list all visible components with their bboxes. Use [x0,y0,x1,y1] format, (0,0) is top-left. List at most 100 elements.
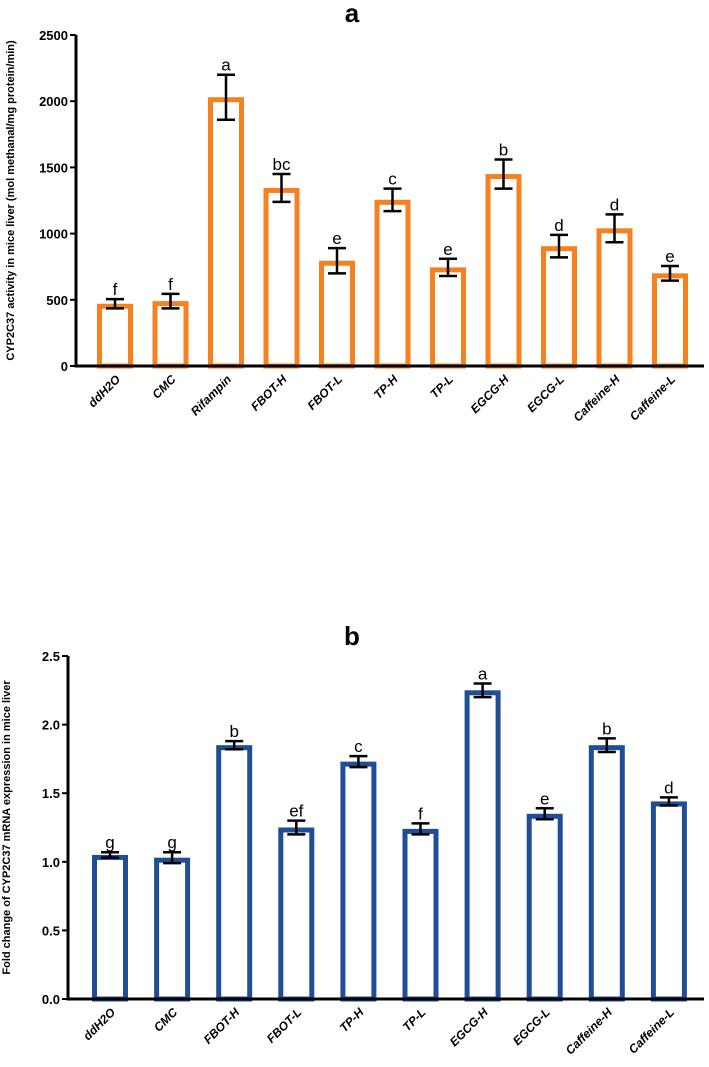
x-tick-label: Caffeine-L [627,372,678,423]
bar [319,260,355,369]
x-tick-label: EGCG-L [510,1005,553,1048]
bar [92,854,128,1002]
significance-letter: d [554,216,563,235]
bar [588,745,625,1002]
bar [208,97,244,369]
error-bar [659,796,678,807]
bar [263,187,300,369]
error-bar [439,257,457,278]
error-bar [349,754,368,769]
x-tick-label: CMC [149,372,178,401]
y-axis-label: CYP2C37 activity in mice liver (mol meth… [5,40,17,361]
significance-letter: g [105,833,114,852]
error-bar [161,292,180,310]
y-tick-label: 1500 [39,160,68,175]
significance-letter: b [602,719,611,738]
y-tick-label: 2.0 [42,718,60,733]
significance-letter: e [665,247,674,266]
error-bar [328,246,346,275]
bar [596,228,633,369]
significance-letter: g [167,833,176,852]
error-bar [163,850,182,865]
x-tick-label: FBOT-L [264,1005,305,1046]
x-tick-label: EGCG-H [468,372,512,416]
error-bar [535,807,554,821]
x-tick-label: Rifampin [188,372,234,418]
significance-letter: a [221,56,231,75]
significance-letter: f [168,275,173,294]
y-tick-label: 2.5 [42,649,60,664]
error-bar [411,822,430,836]
y-tick-label: 2000 [39,94,68,109]
y-tick-label: 0.0 [42,992,60,1007]
bar [485,174,522,369]
x-tick-label: EGCG-H [447,1005,491,1049]
x-tick-label: ddH2O [80,1005,118,1043]
error-bar [106,297,124,310]
x-tick-label: FBOT-L [305,372,346,413]
x-tick-label: ddH2O [85,372,123,410]
bar [652,273,688,369]
bar [464,690,501,1002]
bar [541,246,577,369]
bar [340,761,377,1002]
significance-letter: b [229,722,238,741]
bar [154,857,191,1002]
x-tick-label: Caffeine-H [570,372,622,424]
significance-letter: d [664,778,673,797]
error-bar [287,819,306,836]
significance-letter: d [610,195,619,214]
significance-letter: c [388,170,397,189]
y-tick-label: 500 [46,293,68,308]
y-tick-label: 1.0 [42,855,60,870]
error-bar [661,264,679,282]
x-tick-label: TP-L [427,372,456,401]
significance-letter: c [354,737,363,756]
x-tick-label: Caffeine-H [563,1005,615,1057]
x-tick-label: EGCG-L [524,372,567,415]
error-bar [494,158,513,190]
bar [216,745,253,1002]
y-tick-label: 1.5 [42,786,60,801]
bar [97,303,133,369]
bar [278,827,315,1002]
significance-letter: bc [273,155,291,174]
x-tick-label: TP-H [337,1005,367,1035]
bar [650,801,687,1002]
y-tick-label: 2500 [39,28,68,43]
bar [402,828,439,1002]
significance-letter: a [478,664,488,683]
significance-letter: e [443,240,452,259]
bar [152,301,189,369]
significance-letter: e [332,229,341,248]
error-bar [550,233,568,259]
chart-title: b [344,621,360,651]
significance-letter: f [113,280,118,299]
x-tick-label: FBOT-H [248,372,290,414]
significance-letter: ef [289,802,303,821]
significance-letter: e [540,789,549,808]
x-tick-label: Caffeine-L [626,1005,677,1056]
chart-b: b Fold change of CYP2C37 mRNA expression … [1,621,704,1057]
error-bar [272,172,291,204]
error-bar [217,73,235,121]
error-bar [383,187,402,213]
x-tick-label: TP-H [371,372,401,402]
error-bar [225,739,244,751]
error-bar [473,682,492,699]
chart-a: a CYP2C37 activity in mice liver (mol met… [5,0,704,424]
bar [526,813,563,1002]
x-tick-label: FBOT-H [201,1005,243,1047]
y-tick-label: 0 [61,359,68,374]
y-tick-label: 1000 [39,227,68,242]
y-axis-label: Fold change of CYP2C37 mRNA expression i… [1,680,13,975]
chart-title: a [345,0,360,28]
error-bar [101,850,119,859]
error-bar [605,213,624,244]
bar [430,267,466,369]
x-tick-label: CMC [151,1005,180,1034]
bar [374,199,411,369]
error-bar [597,737,616,754]
y-tick-label: 0.5 [42,923,60,938]
